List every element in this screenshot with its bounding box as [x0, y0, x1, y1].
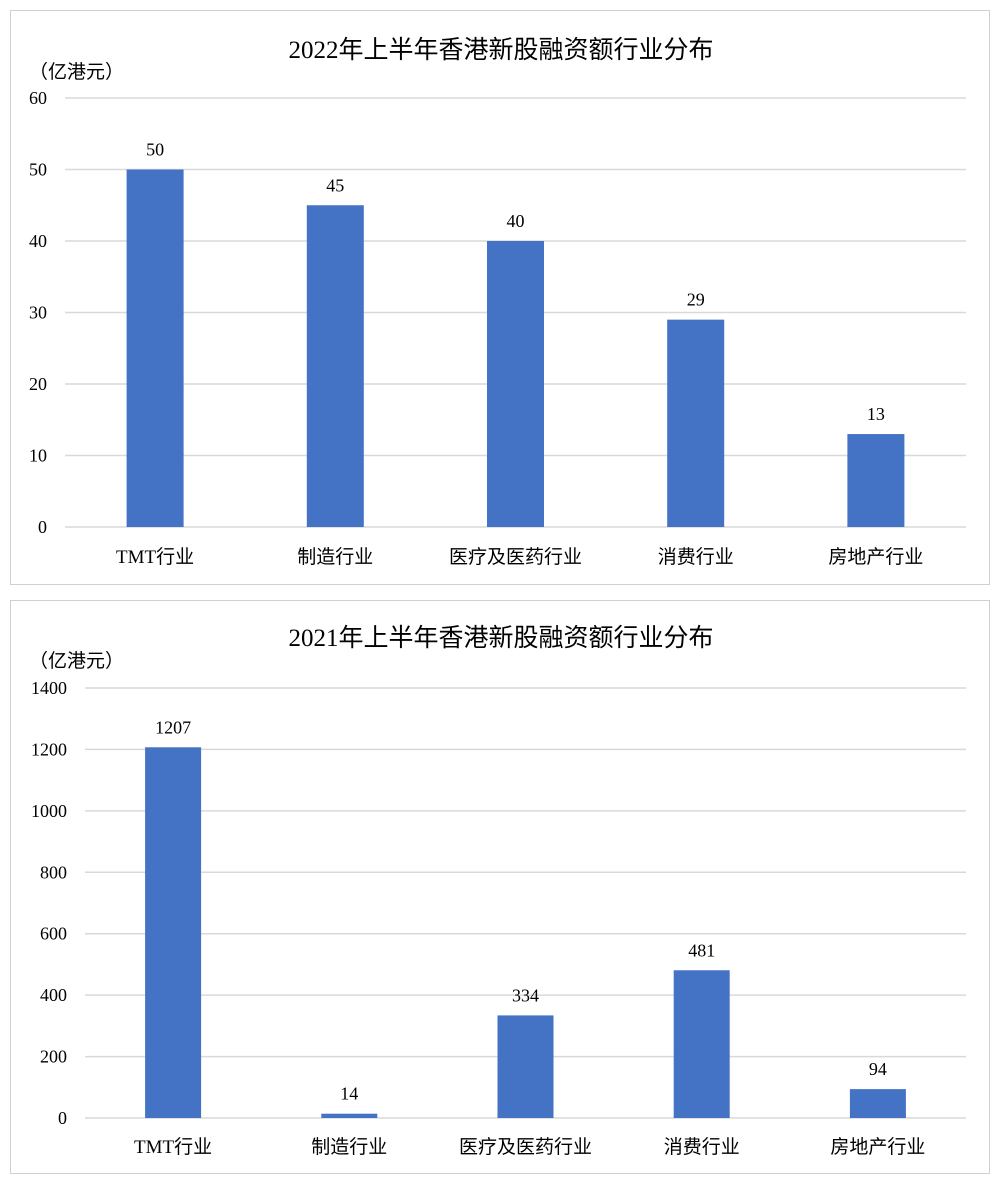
chart-panel-2021: 2021年上半年香港新股融资额行业分布 （亿港元） 0 200 400 600 800 1…	[10, 600, 990, 1174]
bar-chart-2022: 2022年上半年香港新股融资额行业分布 （亿港元） 0102030405060 …	[29, 36, 966, 568]
y-tick-label: 800	[40, 862, 67, 882]
x-category-label: 消费行业	[658, 546, 734, 568]
y-tick-label: 0	[58, 1108, 67, 1128]
y-tick-label: 400	[40, 985, 67, 1005]
y-tick-label: 50	[29, 160, 47, 180]
bar-chart-2021: 2021年上半年香港新股融资额行业分布 （亿港元） 0 200 400 600 800 1…	[29, 624, 966, 1158]
x-category-label: 房地产行业	[830, 1136, 925, 1158]
x-category-label: TMT行业	[134, 1136, 212, 1158]
y-unit-label: （亿港元）	[29, 61, 124, 83]
x-category-label: 制造行业	[297, 546, 373, 568]
bar	[145, 747, 202, 1118]
bar	[497, 1015, 554, 1118]
data-label: 45	[326, 175, 344, 195]
y-tick-label: 40	[29, 231, 47, 251]
data-label: 29	[687, 290, 705, 310]
data-label: 14	[340, 1084, 358, 1104]
bar	[306, 205, 364, 527]
data-label: 334	[512, 985, 539, 1005]
x-category-label: 医疗及医药行业	[449, 546, 582, 568]
y-tick-label: 1200	[31, 739, 67, 759]
data-label: 50	[146, 140, 164, 160]
bar	[321, 1113, 378, 1118]
data-label: 1207	[155, 717, 191, 737]
x-category-label: 医疗及医药行业	[459, 1136, 592, 1158]
data-label: 481	[688, 940, 715, 960]
bar	[487, 241, 544, 527]
y-tick-label: 0	[38, 517, 47, 537]
x-category-label: TMT行业	[116, 546, 194, 568]
y-tick-label: 600	[40, 924, 67, 944]
chart-title: 2022年上半年香港新股融资额行业分布	[288, 36, 713, 64]
y-unit-label: （亿港元）	[29, 650, 124, 672]
bar	[847, 434, 905, 527]
y-tick-label: 20	[29, 374, 47, 394]
bar	[849, 1089, 906, 1118]
y-tick-label: 10	[29, 446, 47, 466]
y-tick-label: 200	[40, 1047, 67, 1067]
data-label: 94	[869, 1059, 887, 1079]
bar	[126, 169, 184, 527]
chart-panel-2022: 2022年上半年香港新股融资额行业分布 （亿港元） 0 10 20 30 40 50 60 …	[10, 10, 990, 585]
data-label: 13	[867, 404, 885, 424]
bar	[673, 970, 730, 1118]
x-category-label: 消费行业	[664, 1136, 740, 1158]
y-tick-label: 1400	[31, 678, 67, 698]
y-tick-label: 60	[29, 88, 47, 108]
x-category-label: 制造行业	[311, 1136, 387, 1158]
y-tick-label: 30	[29, 303, 47, 323]
data-label: 40	[507, 211, 525, 231]
x-category-label: 房地产行业	[828, 546, 923, 568]
chart-title: 2021年上半年香港新股融资额行业分布	[288, 624, 713, 652]
y-tick-label: 1000	[31, 801, 67, 821]
bar	[667, 319, 725, 527]
